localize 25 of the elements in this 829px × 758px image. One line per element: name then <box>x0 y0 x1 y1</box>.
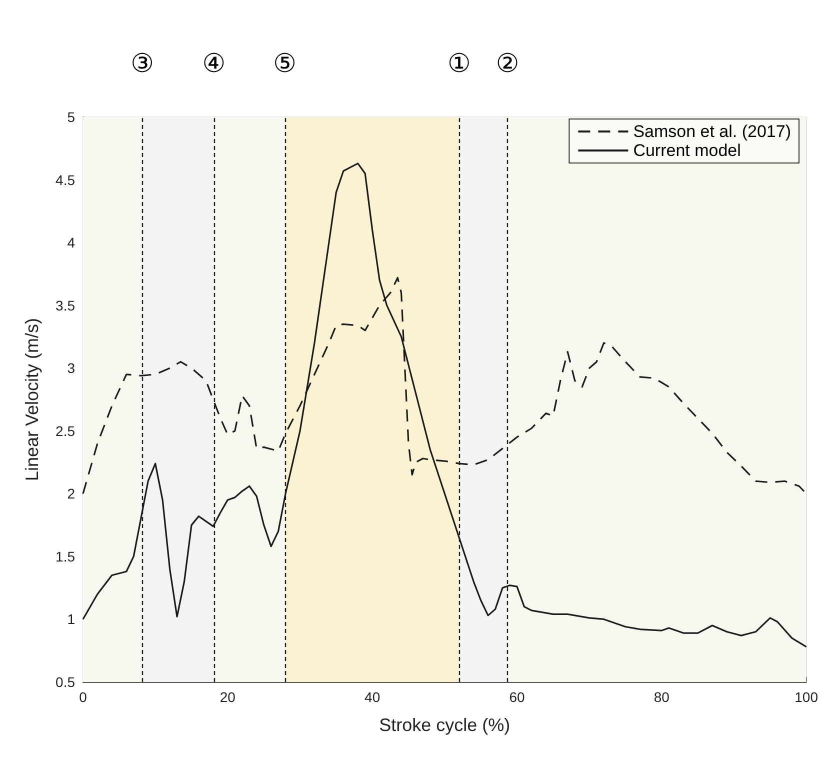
y-tick-label: 4 <box>67 234 76 251</box>
x-tick-label: 40 <box>364 689 380 705</box>
ref-line-label: ④ <box>202 49 226 79</box>
x-axis-title: Stroke cycle (%) <box>379 715 510 735</box>
y-tick-label: 4.5 <box>56 172 76 188</box>
y-tick-label: 1.5 <box>56 548 76 564</box>
y-tick-label: 2.5 <box>56 422 76 439</box>
ref-line-label: ⑤ <box>273 49 296 79</box>
y-tick-label: 3 <box>67 360 76 376</box>
x-tick-label: 20 <box>220 689 236 705</box>
legend-label: Samson et al. (2017) <box>633 122 792 141</box>
y-tick-label: 3.5 <box>56 297 76 314</box>
y-axis-title: Linear Velocity (m/s) <box>22 318 42 482</box>
x-tick-label: 100 <box>794 689 818 705</box>
x-tick-label: 0 <box>79 689 88 705</box>
x-tick-label: 80 <box>654 689 670 705</box>
y-tick-label: 1 <box>67 611 76 628</box>
ref-line-label: ② <box>496 49 520 79</box>
legend-label: Current model <box>633 141 741 160</box>
y-tick-label: 0.5 <box>56 674 76 690</box>
y-tick-label: 5 <box>67 109 76 125</box>
ref-line-label: ① <box>447 49 471 79</box>
x-tick-label: 60 <box>509 689 525 705</box>
y-tick-label: 2 <box>67 486 76 502</box>
ref-line-label: ③ <box>130 49 154 79</box>
